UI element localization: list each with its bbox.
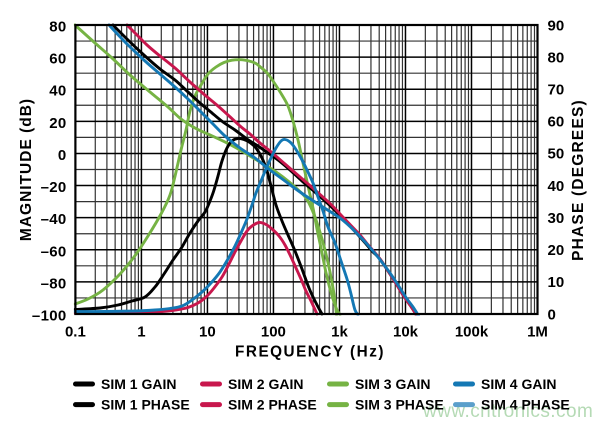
svg-text:–80: –80: [41, 275, 67, 292]
svg-text:0: 0: [548, 306, 556, 323]
svg-text:SIM 2 GAIN: SIM 2 GAIN: [228, 376, 303, 392]
svg-text:70: 70: [548, 82, 565, 99]
svg-text:80: 80: [49, 19, 66, 36]
svg-text:50: 50: [548, 146, 565, 163]
svg-text:1k: 1k: [331, 324, 348, 341]
svg-text:–40: –40: [41, 211, 67, 228]
svg-text:10k: 10k: [393, 324, 419, 341]
svg-text:10: 10: [199, 324, 216, 341]
svg-text:SIM 3 GAIN: SIM 3 GAIN: [355, 376, 430, 392]
svg-text:30: 30: [548, 210, 565, 227]
svg-text:SIM 1 PHASE: SIM 1 PHASE: [101, 396, 190, 412]
svg-text:10: 10: [548, 274, 565, 291]
svg-text:60: 60: [49, 51, 66, 68]
svg-text:–100: –100: [32, 308, 67, 325]
svg-text:SIM 2 PHASE: SIM 2 PHASE: [228, 396, 317, 412]
svg-text:90: 90: [548, 17, 565, 34]
svg-text:40: 40: [49, 83, 66, 100]
svg-text:MAGNITUDE (dB): MAGNITUDE (dB): [18, 98, 35, 241]
svg-text:80: 80: [548, 49, 565, 66]
svg-text:1M: 1M: [527, 324, 548, 341]
svg-text:SIM 4 GAIN: SIM 4 GAIN: [481, 376, 556, 392]
svg-text:SIM 3 PHASE: SIM 3 PHASE: [355, 396, 444, 412]
svg-text:SIM 4 PHASE: SIM 4 PHASE: [481, 396, 570, 412]
svg-text:20: 20: [548, 242, 565, 259]
svg-text:SIM 1 GAIN: SIM 1 GAIN: [101, 376, 176, 392]
svg-text:20: 20: [49, 115, 66, 132]
svg-text:0: 0: [58, 147, 67, 164]
svg-text:100k: 100k: [455, 324, 489, 341]
svg-text:–60: –60: [41, 243, 67, 260]
svg-text:40: 40: [548, 178, 565, 195]
svg-text:FREQUENCY (Hz): FREQUENCY (Hz): [235, 344, 385, 361]
svg-text:1: 1: [137, 324, 145, 341]
svg-text:60: 60: [548, 114, 565, 131]
svg-text:–20: –20: [41, 179, 67, 196]
svg-text:100: 100: [261, 324, 286, 341]
svg-text:0.1: 0.1: [65, 324, 86, 341]
svg-text:PHASE (DEGREES): PHASE (DEGREES): [570, 99, 587, 261]
